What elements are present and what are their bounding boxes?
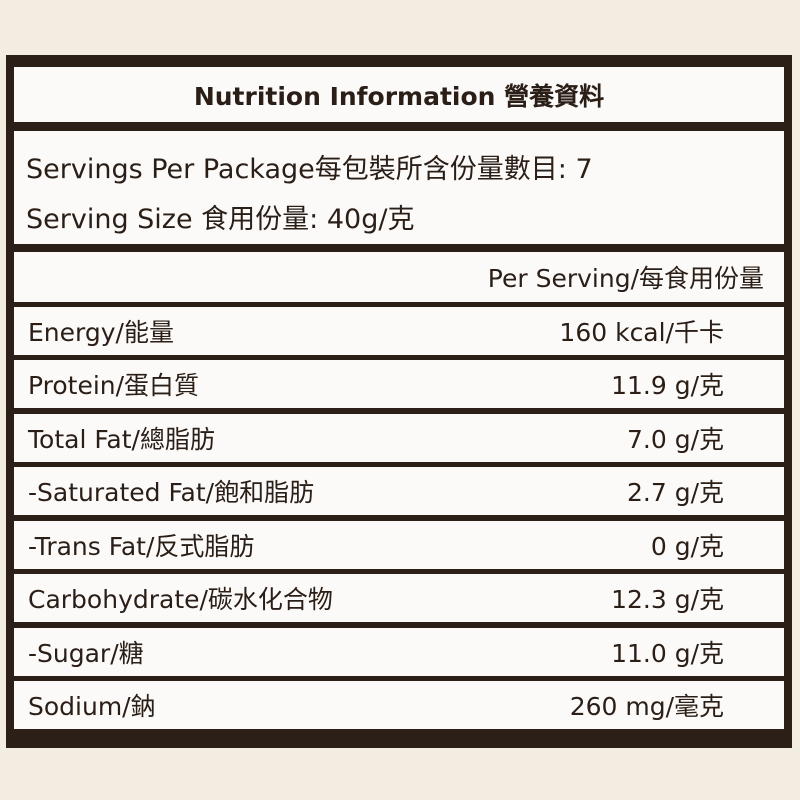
nutrient-row: Energy/能量 160 kcal/千卡: [14, 307, 784, 355]
nutrient-row: -Saturated Fat/飽和脂肪 2.7 g/克: [14, 467, 784, 515]
nutrient-label: Energy/能量: [28, 318, 174, 347]
nutrient-value: 11.0 g/克: [611, 639, 724, 668]
nutrient-row: Carbohydrate/碳水化合物 12.3 g/克: [14, 574, 784, 622]
nutrient-row: Protein/蛋白質 11.9 g/克: [14, 360, 784, 408]
nutrient-value: 11.9 g/克: [611, 371, 724, 400]
nutrient-row: -Sugar/糖 11.0 g/克: [14, 628, 784, 676]
serving-size: Serving Size 食用份量: 40g/克: [26, 204, 415, 235]
nutrient-row: Sodium/鈉 260 mg/毫克: [14, 681, 784, 729]
nutrient-value: 2.7 g/克: [627, 478, 724, 507]
nutrition-label: Nutrition Information 營養資料 Servings Per …: [6, 55, 792, 748]
label-title: Nutrition Information 營養資料: [14, 67, 784, 122]
nutrient-label: -Saturated Fat/飽和脂肪: [28, 478, 315, 507]
servings-per-package: Servings Per Package每包裝所含份量數目: 7: [26, 154, 593, 185]
nutrient-label: Total Fat/總脂肪: [28, 425, 215, 454]
nutrient-label: -Trans Fat/反式脂肪: [28, 532, 255, 561]
nutrient-value: 0 g/克: [650, 532, 724, 561]
nutrient-label: Protein/蛋白質: [28, 371, 200, 400]
nutrient-value: 12.3 g/克: [611, 585, 724, 614]
servings-block: Servings Per Package每包裝所含份量數目: 7 Serving…: [14, 131, 784, 244]
nutrient-value: 160 kcal/千卡: [559, 318, 724, 347]
nutrient-value: 7.0 g/克: [627, 425, 724, 454]
column-header: Per Serving/每食用份量: [14, 252, 784, 302]
nutrient-row: -Trans Fat/反式脂肪 0 g/克: [14, 521, 784, 569]
nutrient-row: Total Fat/總脂肪 7.0 g/克: [14, 414, 784, 462]
nutrient-value: 260 mg/毫克: [569, 692, 724, 721]
nutrient-label: Carbohydrate/碳水化合物: [28, 585, 333, 614]
nutrient-label: Sodium/鈉: [28, 692, 156, 721]
nutrient-label: -Sugar/糖: [28, 639, 144, 668]
